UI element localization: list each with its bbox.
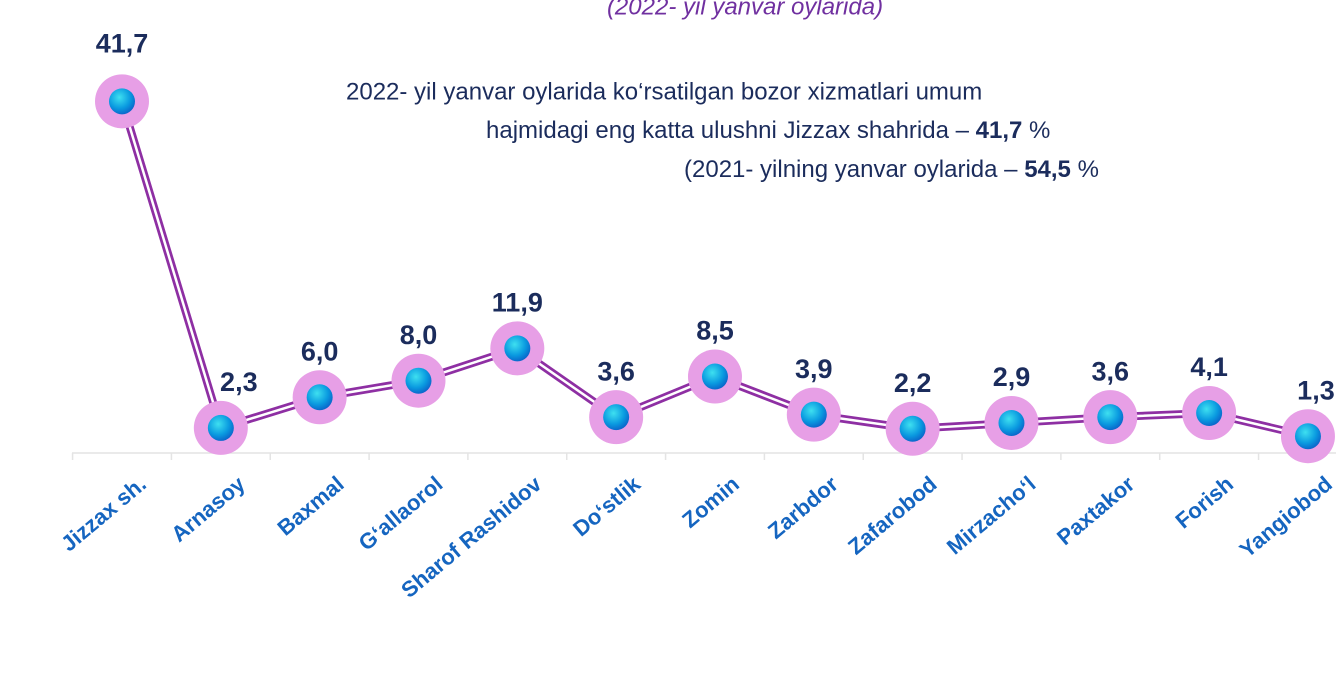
marker <box>687 349 742 404</box>
marker <box>1182 386 1237 441</box>
marker-dot <box>1196 400 1223 427</box>
marker-dot <box>405 367 432 394</box>
marker-dot <box>701 363 728 390</box>
marker-dot <box>504 335 531 362</box>
x-tick-label: Zafarobod <box>843 471 941 559</box>
marker <box>589 390 644 445</box>
value-label: 11,9 <box>492 287 543 317</box>
marker <box>490 321 545 376</box>
annotation: (2021- yilning yanvar oylarida – 54,5 % <box>684 156 1099 183</box>
marker <box>885 401 940 456</box>
subtitle: (2022- yil yanvar oylarida) <box>607 0 883 20</box>
marker-dot <box>800 401 827 428</box>
value-label: 3,6 <box>1092 356 1130 386</box>
marker <box>984 395 1039 450</box>
annotation-part: 54,5 <box>1024 156 1071 183</box>
marker <box>391 353 446 408</box>
x-tick-label: Arnasoy <box>166 471 250 547</box>
value-label: 8,5 <box>696 316 734 346</box>
value-label: 2,3 <box>220 367 258 397</box>
marker-dot <box>109 88 135 115</box>
value-label: 2,9 <box>993 362 1031 392</box>
value-label: 41,7 <box>96 28 149 58</box>
annotation-part: % <box>1022 117 1050 144</box>
value-label: 1,3 <box>1297 375 1335 405</box>
marker-dot <box>1294 423 1321 450</box>
marker-dot <box>998 409 1025 436</box>
marker-dot <box>207 414 234 441</box>
marker-dot <box>899 415 926 442</box>
value-label: 6,0 <box>301 336 339 366</box>
marker-dot <box>603 404 630 431</box>
marker-dot <box>306 384 333 411</box>
x-tick-label: Paxtakor <box>1052 471 1140 550</box>
value-label: 3,6 <box>597 356 635 386</box>
marker <box>95 74 149 129</box>
x-tick-label: Zomin <box>677 471 744 533</box>
annotation-part: % <box>1071 156 1099 183</box>
x-tick-label: Zarbdor <box>763 471 843 544</box>
marker <box>292 370 347 425</box>
marker <box>1083 390 1138 445</box>
x-tick-label: Forish <box>1171 471 1239 533</box>
x-tick-label: Mirzacho‘l <box>942 471 1040 559</box>
x-tick-label: G‘allaorol <box>354 471 448 555</box>
annotation-part: 41,7 <box>976 117 1023 144</box>
marker-dot <box>1097 404 1124 431</box>
value-label: 3,9 <box>795 354 833 384</box>
x-tick-label: Yangiobod <box>1235 471 1336 562</box>
x-tick-label: Do‘stlik <box>568 471 646 542</box>
annotation-part: hajmidagi eng katta ulushni Jizzax shahr… <box>486 117 976 144</box>
value-label: 4,1 <box>1190 352 1228 382</box>
annotation: hajmidagi eng katta ulushni Jizzax shahr… <box>486 117 1050 144</box>
marker <box>193 400 248 455</box>
x-tick-label: Baxmal <box>273 471 349 540</box>
annotation: 2022- yil yanvar oylarida ko‘rsatilgan b… <box>346 78 982 105</box>
value-label: 8,0 <box>400 320 438 350</box>
marker <box>1280 409 1335 464</box>
marker <box>786 387 841 442</box>
x-tick-label: Jizzax sh. <box>56 471 151 556</box>
annotation-part: (2021- yilning yanvar oylarida – <box>684 156 1024 183</box>
value-label: 2,2 <box>894 368 932 398</box>
